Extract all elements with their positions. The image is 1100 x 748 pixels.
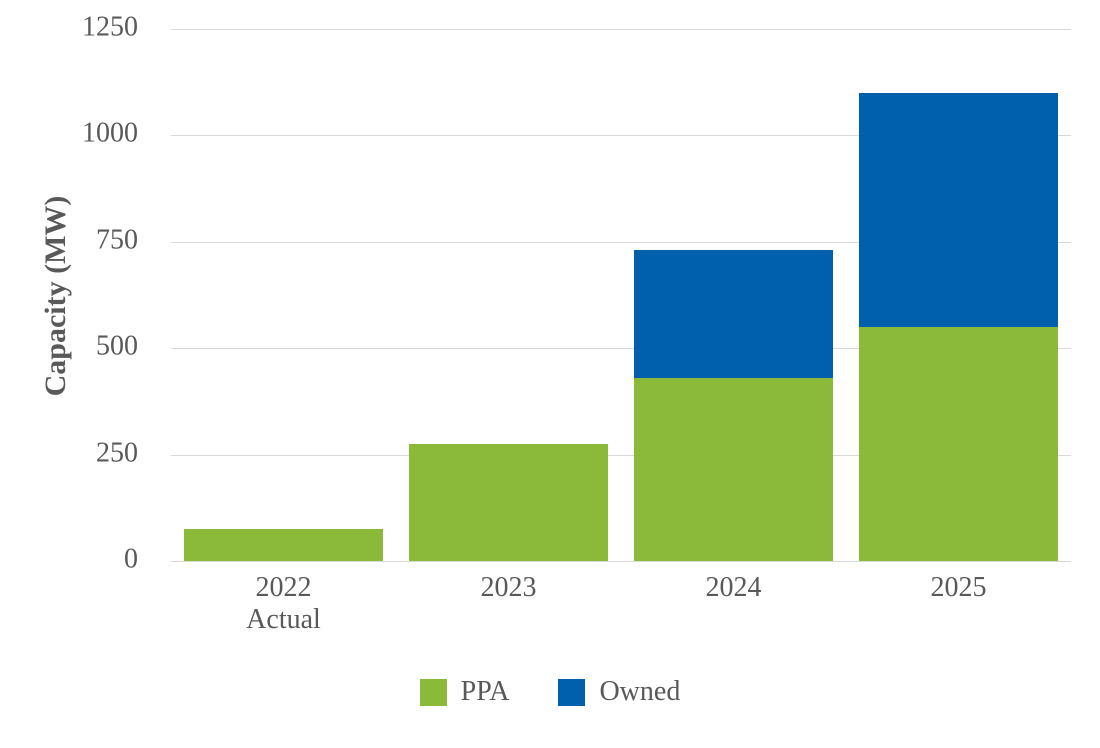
y-tick-label-1250: 1250 bbox=[82, 11, 138, 43]
legend-item-ppa: PPA bbox=[419, 676, 510, 708]
bar-2022-ppa bbox=[184, 529, 383, 561]
x-tick-line: 2025 bbox=[930, 572, 987, 603]
x-tick-line: 2024 bbox=[705, 572, 762, 603]
legend: PPA Owned bbox=[0, 676, 1100, 708]
gridline-750 bbox=[171, 241, 1071, 243]
y-tick-label-0: 0 bbox=[124, 543, 138, 575]
legend-label-owned: Owned bbox=[599, 676, 681, 707]
x-tick-label-2022: 2022 Actual bbox=[171, 572, 396, 636]
x-tick-label-2024: 2024 bbox=[621, 572, 846, 604]
gridline-500 bbox=[171, 348, 1071, 350]
legend-label-ppa: PPA bbox=[460, 676, 510, 707]
bar-2025-ppa bbox=[859, 326, 1058, 561]
x-tick-label-2023: 2023 bbox=[396, 572, 621, 604]
legend-swatch-owned-icon bbox=[558, 678, 586, 706]
gridline-250 bbox=[171, 454, 1071, 456]
y-axis-title: Capacity (MW) bbox=[39, 195, 72, 397]
y-tick-label-500: 500 bbox=[96, 330, 138, 362]
bar-2025-owned bbox=[859, 92, 1058, 327]
gridline-0 bbox=[171, 561, 1071, 562]
legend-item-owned: Owned bbox=[558, 676, 680, 708]
x-tick-label-2025: 2025 bbox=[846, 572, 1071, 604]
x-tick-line: Actual bbox=[246, 604, 321, 635]
x-tick-line: 2022 bbox=[255, 572, 312, 603]
y-tick-label-1000: 1000 bbox=[82, 118, 138, 150]
y-tick-label-250: 250 bbox=[96, 437, 138, 469]
bar-2024-owned bbox=[634, 250, 833, 378]
x-tick-line: 2023 bbox=[480, 572, 537, 603]
y-tick-label-750: 750 bbox=[96, 224, 138, 256]
legend-swatch-ppa-icon bbox=[419, 678, 447, 706]
bar-2024-ppa bbox=[634, 377, 833, 561]
gridline-1250 bbox=[171, 29, 1071, 30]
gridline-1000 bbox=[171, 135, 1071, 137]
bar-2023-ppa bbox=[409, 443, 608, 561]
